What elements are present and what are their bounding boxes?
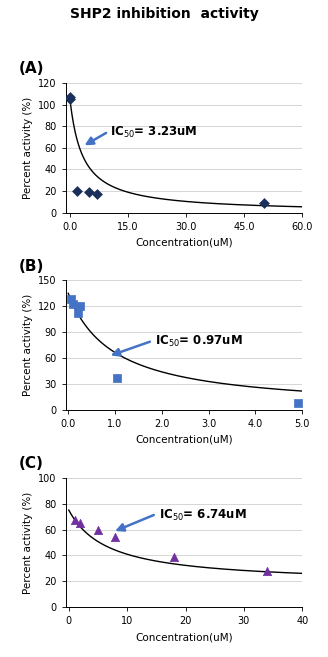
- Text: SHP2 inhibition  activity: SHP2 inhibition activity: [70, 7, 258, 20]
- Y-axis label: Percent activity (%): Percent activity (%): [23, 97, 33, 199]
- Point: [261, 198, 266, 208]
- Point: [75, 308, 80, 319]
- Point: [68, 92, 73, 102]
- Text: IC$_{50}$= 3.23uM: IC$_{50}$= 3.23uM: [111, 125, 198, 140]
- Point: [77, 301, 83, 311]
- Text: IC$_{50}$= 6.74uM: IC$_{50}$= 6.74uM: [159, 508, 247, 523]
- Text: IC$_{50}$= 0.97uM: IC$_{50}$= 0.97uM: [155, 334, 243, 350]
- Point: [72, 515, 77, 526]
- Text: (B): (B): [19, 259, 44, 274]
- X-axis label: Concentration(uM): Concentration(uM): [135, 237, 233, 247]
- Point: [115, 373, 120, 383]
- Point: [295, 398, 300, 409]
- X-axis label: Concentration(uM): Concentration(uM): [135, 632, 233, 642]
- Point: [78, 518, 83, 528]
- Point: [68, 294, 73, 305]
- Point: [75, 186, 80, 196]
- Y-axis label: Percent activity (%): Percent activity (%): [23, 491, 33, 594]
- Point: [171, 551, 176, 562]
- Point: [94, 189, 99, 200]
- X-axis label: Concentration(uM): Concentration(uM): [135, 435, 233, 445]
- Point: [67, 94, 72, 104]
- Point: [113, 532, 118, 543]
- Point: [70, 299, 75, 309]
- Text: (A): (A): [19, 61, 44, 76]
- Point: [265, 566, 270, 576]
- Text: (C): (C): [19, 456, 43, 471]
- Point: [95, 524, 101, 535]
- Point: [87, 187, 92, 197]
- Y-axis label: Percent activity (%): Percent activity (%): [23, 294, 33, 396]
